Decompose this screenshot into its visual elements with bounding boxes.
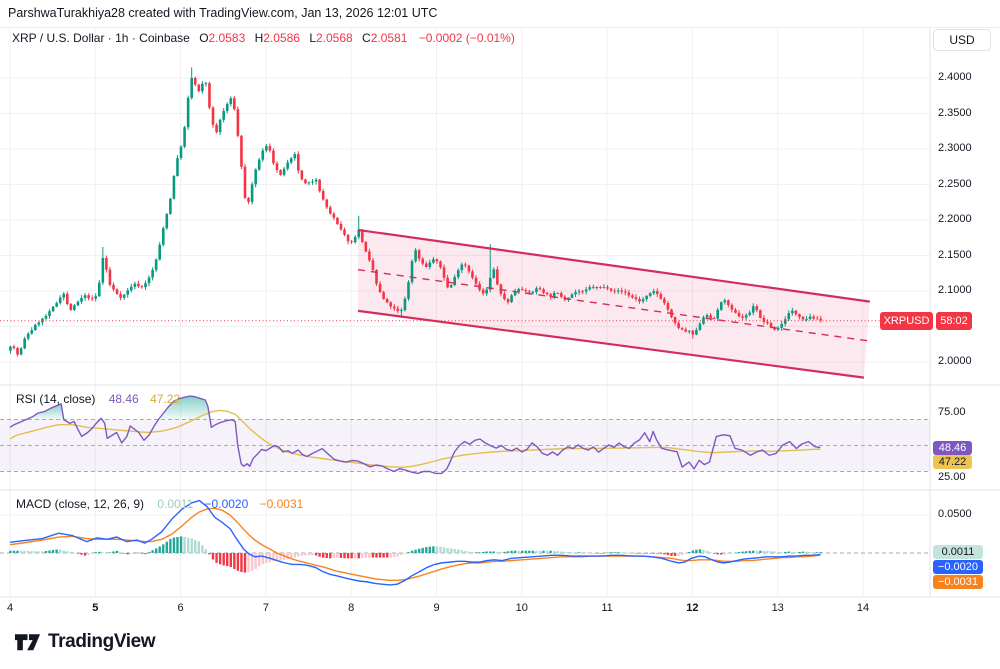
macd-legend[interactable]: MACD (close, 12, 26, 9) 0.0011 −0.0020 −…: [16, 497, 303, 511]
pill-macd-text: −0.0020: [937, 561, 979, 574]
tradingview-logo-text: TradingView: [48, 631, 156, 652]
pill-symbol-text: XRPUSD: [883, 314, 930, 327]
rsi-legend[interactable]: RSI (14, close) 48.46 47.22: [16, 392, 180, 406]
last-price-symbol-pill: XRPUSD: [880, 311, 933, 330]
tradingview-logo-icon: [14, 634, 41, 651]
time-tick-9: 9: [433, 602, 440, 614]
price-tick-2.1500: 2.1500: [938, 248, 972, 261]
macd-signal-pill: −0.0031: [933, 575, 983, 590]
time-tick-4: 4: [6, 602, 14, 614]
open-value: 2.0583: [208, 31, 246, 45]
change-value: −0.0002 (−0.01%): [418, 31, 515, 45]
price-tick-2.2500: 2.2500: [938, 177, 972, 190]
time-tick-6: 6: [177, 602, 184, 614]
macd-line-pill: −0.0020: [933, 560, 983, 575]
price-tick-2.1000: 2.1000: [938, 284, 972, 296]
macd-line-value: −0.0020: [204, 497, 249, 511]
high-value: 2.0586: [263, 31, 300, 45]
price-tick-2.2000: 2.2000: [938, 213, 972, 225]
bar-countdown-pill: 58:02: [936, 311, 972, 330]
attribution-text: ParshwaTurakhiya28 created with TradingV…: [8, 6, 438, 20]
low-label: L: [309, 31, 316, 45]
rsi-tick-75.00: 75.00: [938, 406, 966, 418]
rsi-tick-25.00: 25.00: [938, 471, 966, 483]
time-tick-8: 8: [348, 602, 355, 614]
pill-rsi-text: 48.46: [938, 441, 967, 454]
time-tick-12: 12: [686, 602, 699, 614]
macd-hist-value: 0.0011: [157, 497, 194, 511]
close-label: C: [362, 31, 371, 45]
pill-rsi-ma-text: 47.22: [938, 455, 967, 468]
time-tick-10: 10: [515, 602, 528, 614]
price-tick-2.3000: 2.3000: [938, 142, 972, 154]
high-label: H: [254, 31, 264, 45]
macd-hist-pill: 0.0011: [933, 545, 983, 560]
pill-signal-text: −0.0031: [937, 576, 979, 589]
macd-title: MACD (close, 12, 26, 9): [16, 497, 145, 511]
macd-tick-0.0500: 0.0500: [938, 508, 972, 520]
time-tick-14: 14: [856, 602, 870, 614]
pill-hist-text: 0.0011: [941, 546, 975, 559]
macd-signal-value: −0.0031: [259, 497, 304, 511]
price-tick-2.0000: 2.0000: [938, 355, 972, 367]
close-value: 2.0581: [370, 31, 408, 45]
time-tick-5: 5: [92, 602, 99, 614]
symbol-legend[interactable]: XRP / U.S. Dollar · 1h · Coinbase O2.058…: [12, 31, 515, 45]
symbol-title: XRP / U.S. Dollar · 1h · Coinbase: [12, 31, 190, 45]
rsi-ma-value: 47.22: [150, 392, 181, 406]
time-tick-11: 11: [601, 602, 613, 614]
open-label: O: [199, 31, 209, 45]
rsi-ma-value-pill: 47.22: [933, 454, 972, 469]
price-tick-2.3500: 2.3500: [938, 106, 972, 119]
price-tick-2.4000: 2.4000: [938, 71, 972, 83]
rsi-title: RSI (14, close): [16, 392, 96, 406]
time-tick-13: 13: [771, 602, 784, 614]
rsi-value-pill: 48.46: [933, 440, 972, 455]
low-value: 2.0568: [316, 31, 353, 45]
tradingview-logo[interactable]: TradingView: [14, 630, 156, 654]
currency-toggle-button[interactable]: USD: [933, 29, 991, 51]
pill-countdown-text: 58:02: [940, 314, 968, 327]
rsi-value: 48.46: [108, 392, 139, 406]
time-tick-7: 7: [262, 602, 269, 614]
